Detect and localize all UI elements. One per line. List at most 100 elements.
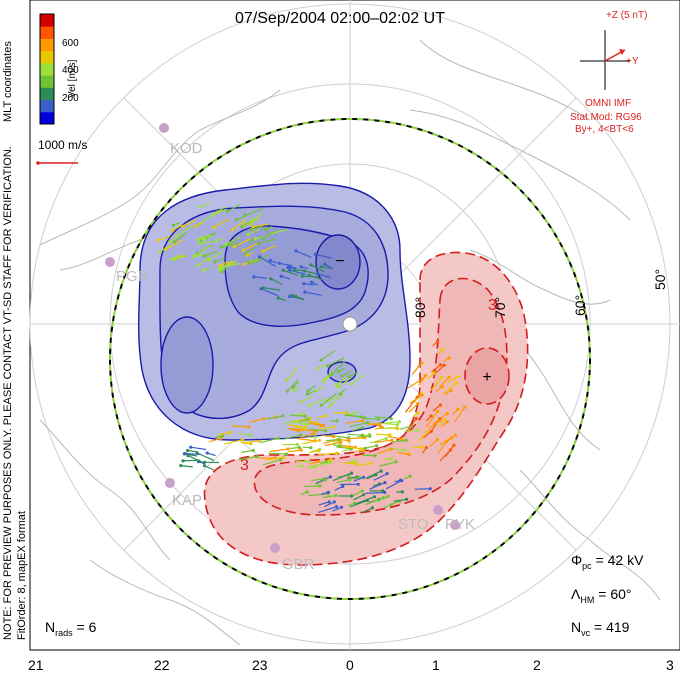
velocity-vector <box>301 266 309 270</box>
fit-order-note: FitOrder: 8, mapEX format <box>16 511 28 640</box>
velocity-vectors <box>156 202 467 513</box>
velocity-vector <box>253 223 268 228</box>
velocity-vector <box>215 435 223 438</box>
velocity-vector <box>172 223 183 232</box>
velocity-vector <box>286 427 303 431</box>
velocity-vector <box>303 283 315 286</box>
velocity-vector <box>324 370 333 380</box>
vector-origin <box>189 445 193 449</box>
mlt-tick: 21 <box>28 657 44 673</box>
velocity-vector <box>298 418 309 423</box>
imf-z-label: +Z (5 nT) <box>606 10 648 21</box>
velocity-vector <box>238 432 251 436</box>
polar-cap-potential: Φpc = 42 kV <box>571 552 644 571</box>
velocity-vector <box>317 426 334 430</box>
velocity-vector <box>404 475 411 480</box>
velocity-vector <box>289 428 299 432</box>
velocity-vector <box>271 229 288 234</box>
velocity-vector <box>438 348 444 355</box>
velocity-colorbar <box>39 13 55 125</box>
negative-cell <box>138 182 411 441</box>
velocity-vector <box>247 228 260 236</box>
velocity-vector <box>204 465 215 471</box>
velocity-vector <box>454 406 466 422</box>
station-label: KOD <box>170 140 203 157</box>
velocity-vector <box>235 215 246 221</box>
velocity-vector <box>332 472 352 482</box>
velocity-vector <box>291 294 304 301</box>
velocity-vector <box>207 452 216 457</box>
velocity-vector <box>187 449 198 453</box>
velocity-vector <box>253 276 267 279</box>
velocity-vector <box>351 427 363 432</box>
potential-max-marker: + <box>482 369 491 386</box>
velocity-vector <box>347 502 355 507</box>
velocity-vector <box>234 237 252 248</box>
colorbar-segment <box>40 111 54 125</box>
mlt-tick: 0 <box>346 657 354 673</box>
velocity-vector <box>304 291 322 296</box>
velocity-vector <box>431 364 441 373</box>
velocity-vector <box>260 437 279 444</box>
station-label: KAP <box>172 492 203 509</box>
velocity-vector <box>270 278 283 285</box>
velocity-vector <box>317 415 326 418</box>
velocity-vector <box>414 488 431 490</box>
coastlines <box>39 39 661 646</box>
velocity-vector <box>262 459 281 466</box>
velocity-vector <box>328 434 349 439</box>
velocity-vector <box>353 476 360 480</box>
velocity-vector <box>374 416 392 420</box>
colorbar-tick: 400 <box>62 65 79 76</box>
velocity-vector <box>311 477 326 482</box>
velocity-vector <box>269 259 278 264</box>
velocity-vector <box>385 480 402 490</box>
map-title: 07/Sep/2004 02:00–02:02 UT <box>235 10 445 27</box>
velocity-vector <box>394 479 401 483</box>
velocity-vector <box>231 218 247 231</box>
velocity-vector <box>176 225 193 237</box>
velocity-vector <box>248 254 268 263</box>
velocity-vector <box>430 376 442 391</box>
velocity-vector <box>364 417 379 420</box>
velocity-vector <box>309 460 320 465</box>
velocity-vector <box>308 450 319 454</box>
velocity-vector <box>318 506 337 513</box>
station-markers <box>105 123 460 553</box>
velocity-vector <box>265 225 273 231</box>
velocity-vector <box>334 485 343 491</box>
velocity-vector <box>437 441 447 455</box>
velocity-vector <box>406 378 424 390</box>
velocity-vector <box>293 386 302 391</box>
velocity-vector <box>392 439 407 443</box>
station-label: GBR <box>282 556 315 573</box>
velocity-vector <box>190 446 207 451</box>
velocity-vector <box>197 256 211 266</box>
velocity-vector <box>346 437 365 440</box>
velocity-vector <box>339 438 349 442</box>
velocity-vector <box>228 260 235 265</box>
velocity-vector <box>286 379 298 392</box>
velocity-vector <box>221 267 228 273</box>
velocity-vector <box>283 434 302 440</box>
velocity-vector <box>342 446 362 450</box>
velocity-vector <box>347 433 363 436</box>
velocity-vector <box>446 375 459 384</box>
velocity-vector <box>439 449 451 462</box>
velocity-vector <box>294 426 306 430</box>
velocity-vector <box>377 448 392 454</box>
velocity-vector <box>353 476 364 482</box>
velocity-vector <box>336 479 350 484</box>
velocity-vector <box>346 476 358 479</box>
velocity-vector <box>214 257 225 263</box>
velocity-vector <box>317 364 326 370</box>
velocity-vector <box>268 452 287 455</box>
colorbar-segment <box>40 50 54 64</box>
velocity-vector <box>383 504 392 509</box>
velocity-vector <box>287 424 306 428</box>
velocity-vector <box>321 393 337 406</box>
velocity-vector <box>308 428 326 432</box>
velocity-vector <box>355 462 372 467</box>
latitude-label: 60° <box>572 294 588 316</box>
